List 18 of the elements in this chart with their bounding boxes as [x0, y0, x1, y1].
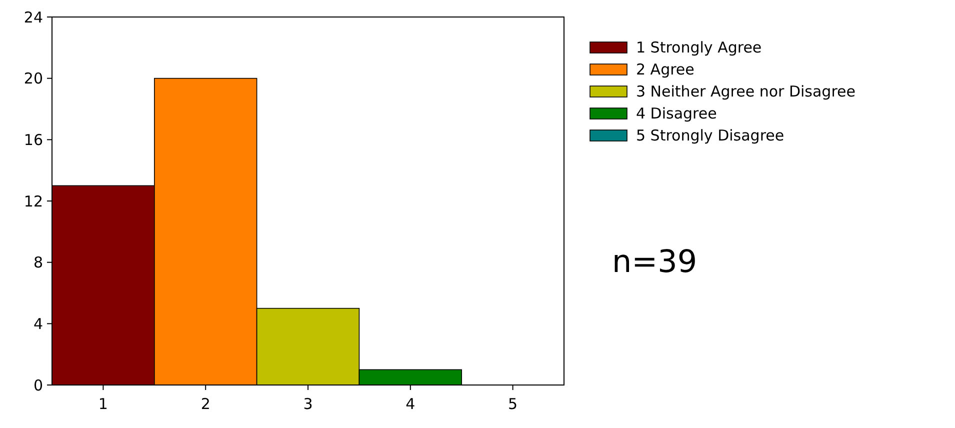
x-tick-label: 5	[508, 395, 518, 413]
legend-label: 5 Strongly Disagree	[636, 126, 784, 144]
x-tick-label: 3	[303, 395, 313, 413]
y-tick-label: 12	[24, 192, 43, 210]
x-tick-label: 1	[98, 395, 108, 413]
y-tick-label: 24	[24, 8, 43, 26]
legend-label: 3 Neither Agree nor Disagree	[636, 82, 856, 100]
y-tick-label: 0	[33, 376, 43, 394]
y-tick-label: 16	[24, 130, 43, 149]
legend-label: 1 Strongly Agree	[636, 38, 762, 56]
legend-label: 4 Disagree	[636, 104, 717, 122]
x-tick-label: 4	[406, 395, 416, 413]
y-tick-label: 4	[33, 314, 43, 333]
legend-label: 2 Agree	[636, 60, 694, 78]
y-tick-label: 20	[24, 70, 43, 88]
y-tick-label: 8	[33, 254, 43, 272]
x-tick-label: 2	[200, 395, 210, 413]
text: n=39	[612, 244, 698, 280]
